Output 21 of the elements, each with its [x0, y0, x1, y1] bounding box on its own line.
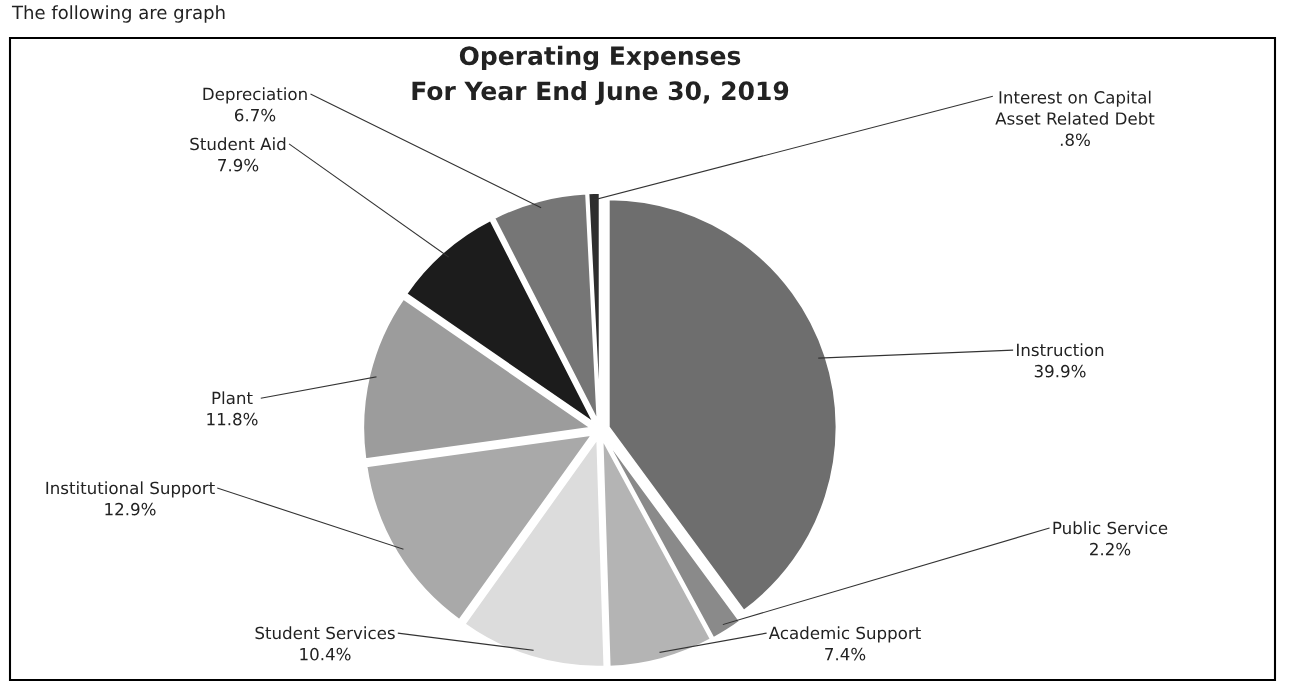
data-label: 11.8% [207, 412, 258, 426]
slice-label: Public Service [1053, 521, 1168, 535]
slice-label: Interest on Capital Asset Related Debt [995, 90, 1155, 125]
slice-label: Academic Support [768, 626, 921, 643]
data-label: 39.9% [1034, 364, 1086, 378]
data-label: 6.7% [234, 108, 276, 122]
slice-label: Plant [212, 391, 253, 405]
data-label: 2.2% [1090, 542, 1131, 556]
slice-label: Instruction [1017, 343, 1104, 357]
data-label: .8% [1060, 133, 1090, 147]
data-label: 7.9% [218, 158, 259, 172]
chart-title: Operating Expenses [459, 45, 741, 71]
data-label: 7.4% [825, 647, 866, 661]
slice-label: Student Aid [190, 137, 286, 151]
text: The following are graph [11, 5, 225, 23]
data-label: 10.4% [300, 647, 351, 661]
chart-subtitle: For Year End June 30, 2019 [412, 80, 789, 105]
slice-label: Depreciation [203, 87, 307, 104]
slice-label: Student Services [255, 626, 395, 640]
data-label: 12.9% [105, 502, 156, 516]
slice-label: Institutional Support [46, 481, 215, 498]
